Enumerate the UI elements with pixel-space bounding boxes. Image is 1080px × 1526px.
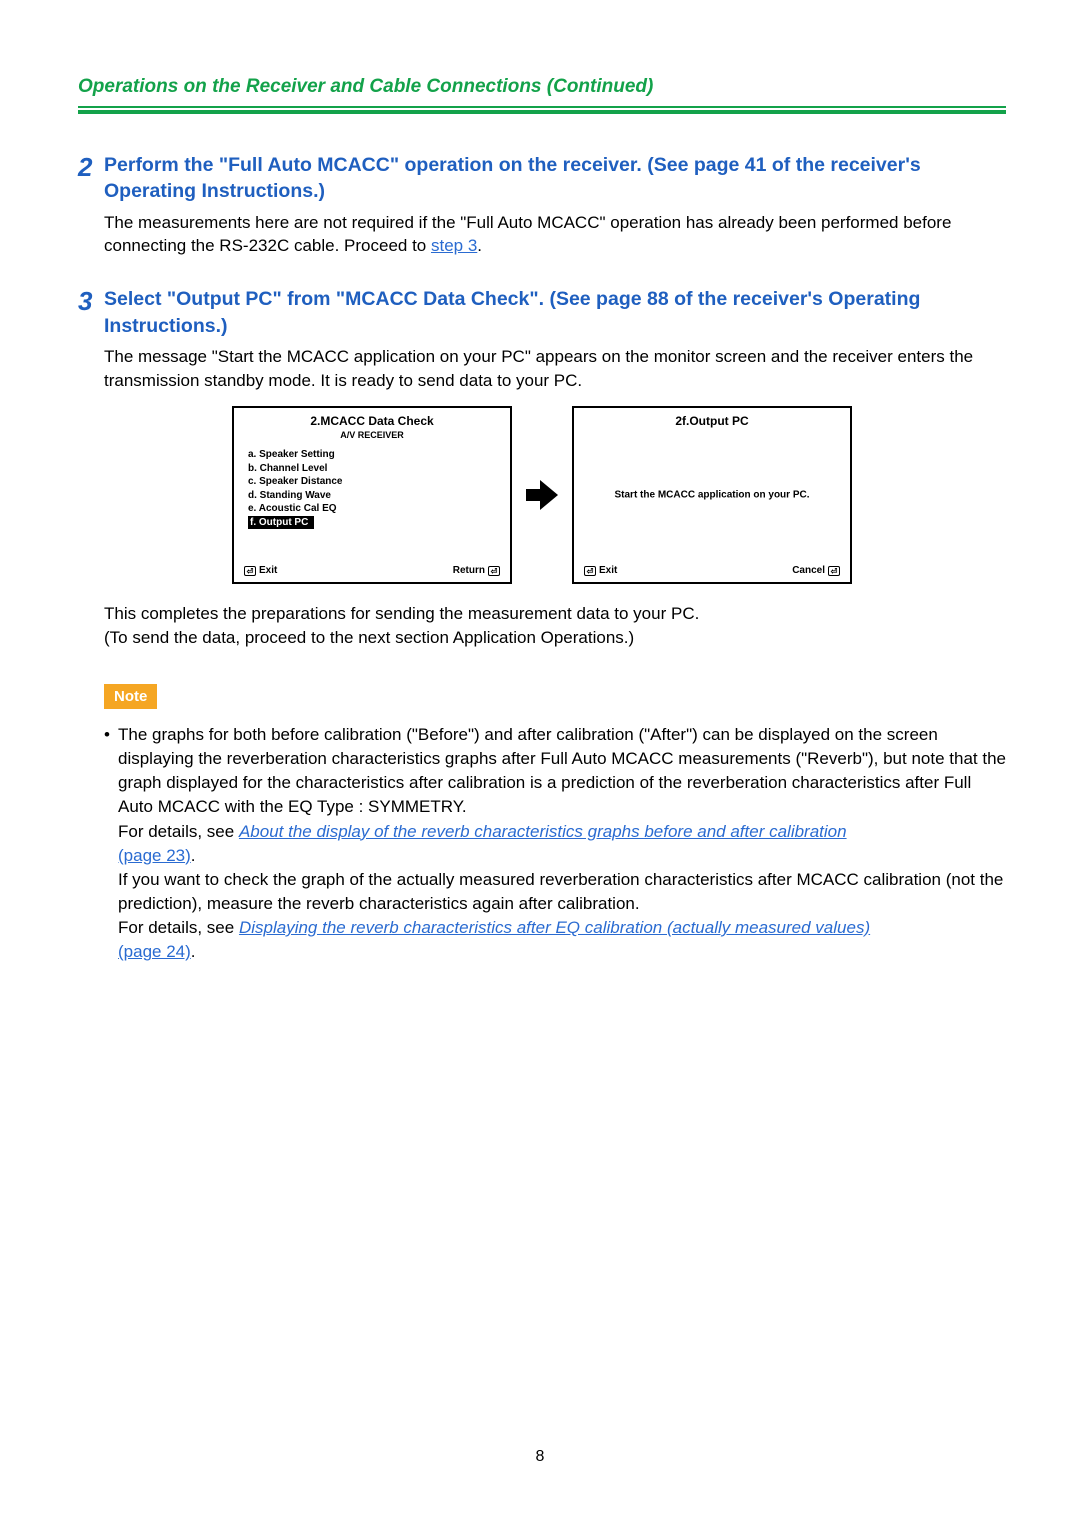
key-icon: ⏎ (244, 566, 256, 576)
note-badge: Note (104, 684, 157, 709)
note-link-1b[interactable]: (page 23) (118, 846, 191, 865)
menu-item: d. Standing Wave (248, 489, 510, 503)
note-link-1a[interactable]: About the display of the reverb characte… (239, 822, 847, 841)
step-title: Perform the "Full Auto MCACC" operation … (104, 152, 1006, 205)
step-body: The measurements here are not required i… (104, 211, 1006, 259)
menu-item: a. Speaker Setting (248, 448, 510, 462)
screen-footer: ⏎Exit Cancel⏎ (584, 565, 840, 576)
key-icon: ⏎ (488, 566, 500, 576)
menu-item: c. Speaker Distance (248, 475, 510, 489)
step-title: Select "Output PC" from "MCACC Data Chec… (104, 286, 1006, 339)
completion-text: This completes the preparations for send… (104, 602, 1006, 650)
arrow-right-icon (526, 480, 558, 510)
page-number: 8 (0, 1448, 1080, 1466)
screen-footer: ⏎Exit Return⏎ (244, 565, 500, 576)
section-header: Operations on the Receiver and Cable Con… (78, 76, 1006, 98)
note-item: • The graphs for both before calibration… (104, 723, 1006, 964)
screen-right: 2f.Output PC Start the MCACC application… (572, 406, 852, 584)
screen-message: Start the MCACC application on your PC. (574, 490, 850, 501)
menu-item: b. Channel Level (248, 462, 510, 476)
screen-left: 2.MCACC Data Check A/V RECEIVER a. Speak… (232, 406, 512, 584)
menu-item-selected: f. Output PC (248, 516, 314, 530)
screen-title: 2f.Output PC (574, 414, 850, 428)
menu-item: e. Acoustic Cal EQ (248, 502, 510, 516)
step-link[interactable]: step 3 (431, 236, 477, 255)
key-icon: ⏎ (584, 566, 596, 576)
screens-row: 2.MCACC Data Check A/V RECEIVER a. Speak… (78, 406, 1006, 584)
step-number: 2 (78, 152, 104, 258)
step-2: 2 Perform the "Full Auto MCACC" operatio… (78, 152, 1006, 258)
screen-subtitle: A/V RECEIVER (234, 430, 510, 440)
header-rule (78, 106, 1006, 114)
step-3: 3 Select "Output PC" from "MCACC Data Ch… (78, 286, 1006, 392)
step-number: 3 (78, 286, 104, 392)
step-body: The message "Start the MCACC application… (104, 345, 1006, 393)
note-list: • The graphs for both before calibration… (104, 723, 1006, 964)
key-icon: ⏎ (828, 566, 840, 576)
bullet-icon: • (104, 723, 118, 964)
menu-list: a. Speaker Setting b. Channel Level c. S… (234, 448, 510, 529)
note-link-2a[interactable]: Displaying the reverb characteristics af… (239, 918, 870, 937)
screen-title: 2.MCACC Data Check (234, 414, 510, 428)
note-link-2b[interactable]: (page 24) (118, 942, 191, 961)
